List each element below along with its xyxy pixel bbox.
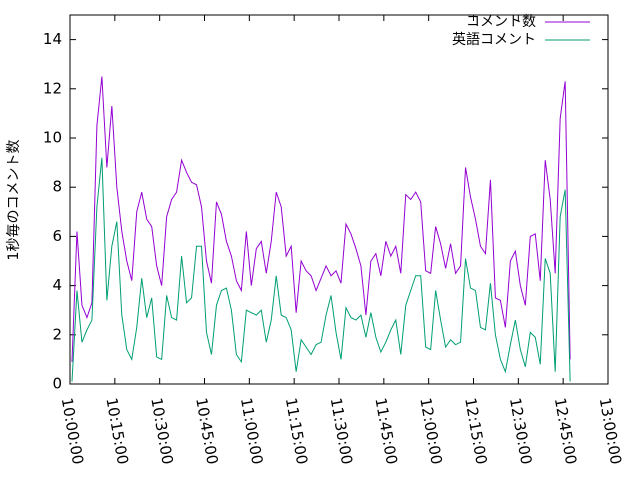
- x-tick-label: 12:45:00: [551, 396, 580, 465]
- x-tick-label: 11:00:00: [237, 396, 266, 465]
- x-tick-label: 11:30:00: [327, 396, 356, 465]
- x-tick-label: 12:00:00: [416, 396, 445, 465]
- x-tick-label: 11:45:00: [371, 396, 400, 465]
- legend-label: 英語コメント: [452, 31, 536, 48]
- x-tick-label: 12:30:00: [506, 396, 535, 465]
- x-tick-label: 10:45:00: [192, 396, 221, 465]
- y-tick-label: 0: [52, 375, 62, 393]
- y-tick-label: 10: [43, 129, 62, 147]
- y-tick-label: 4: [52, 276, 62, 294]
- x-tick-label: 10:15:00: [102, 396, 131, 465]
- x-tick-label: 11:15:00: [282, 396, 311, 465]
- x-tick-label: 10:00:00: [58, 396, 87, 465]
- x-tick-label: 10:30:00: [147, 396, 176, 465]
- series-line: [71, 76, 571, 362]
- y-tick-label: 2: [52, 325, 62, 343]
- series-line: [71, 157, 571, 382]
- x-tick-label: 12:15:00: [461, 396, 490, 465]
- y-axis-label: 1秒毎のコメント数: [6, 140, 22, 261]
- y-tick-label: 6: [52, 227, 62, 245]
- y-tick-label: 14: [43, 30, 62, 48]
- y-tick-label: 8: [52, 178, 62, 196]
- y-tick-label: 12: [43, 79, 62, 97]
- plot-border: [69, 14, 609, 385]
- legend-label: コメント数: [466, 14, 536, 30]
- x-tick-label: 13:00:00: [596, 396, 625, 465]
